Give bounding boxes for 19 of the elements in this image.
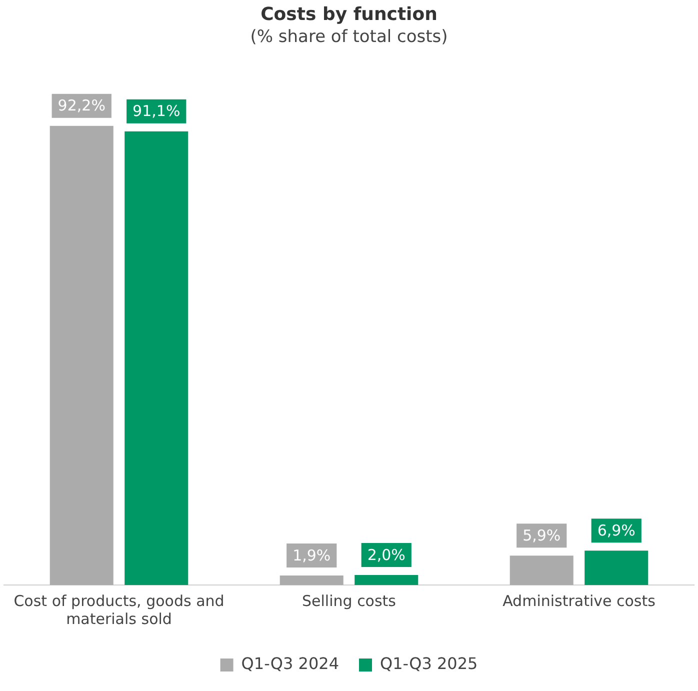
- chart-subtitle: (% share of total costs): [249, 27, 449, 47]
- data-label: 5,9%: [522, 526, 561, 545]
- bar: [510, 556, 574, 585]
- legend-label: Q1-Q3 2024: [241, 654, 340, 674]
- data-label: 6,9%: [597, 522, 636, 540]
- x-tick-label: Selling costs: [302, 592, 396, 610]
- data-label: 92,2%: [58, 96, 106, 115]
- x-tick-label: Administrative costs: [502, 592, 656, 610]
- bar: [280, 576, 344, 585]
- x-tick-label: Cost of products, goods and materials sold: [14, 592, 224, 628]
- data-label: 2,0%: [367, 546, 406, 564]
- bar: [354, 575, 418, 585]
- bar: [50, 126, 114, 585]
- bar: [124, 131, 188, 585]
- data-label: 1,9%: [292, 546, 331, 564]
- bar: [584, 550, 648, 585]
- data-label: 91,1%: [132, 102, 180, 120]
- legend-label: Q1-Q3 2025: [380, 654, 478, 674]
- chart-title: Costs by function: [260, 4, 438, 25]
